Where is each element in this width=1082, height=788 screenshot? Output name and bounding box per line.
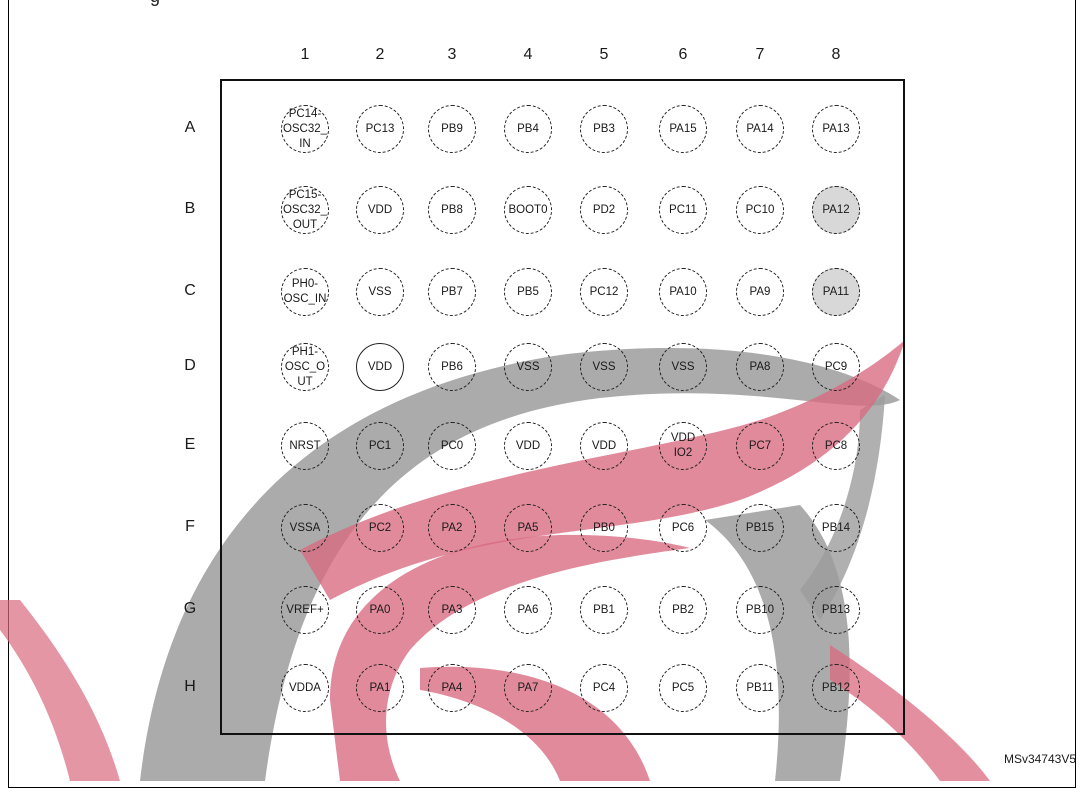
ball-c5: PC12: [580, 268, 628, 316]
ball-c6: PA10: [659, 268, 707, 316]
watermark-gray-tail: [800, 395, 885, 620]
ball-a2: PC13: [356, 105, 404, 153]
watermark-red-right: [830, 645, 990, 781]
ball-d2: VDD: [356, 343, 404, 391]
column-label-6: 6: [678, 46, 688, 63]
ball-h4: PA7: [504, 664, 552, 712]
column-label-1: 1: [300, 46, 310, 63]
ball-a4: PB4: [504, 105, 552, 153]
ball-d3: PB6: [428, 343, 476, 391]
reference-code: MSv34743V5: [1003, 752, 1076, 766]
ball-a1: PC14- OSC32_ IN: [281, 105, 329, 153]
ball-f6: PC6: [659, 504, 707, 552]
ball-g3: PA3: [428, 586, 476, 634]
ball-a3: PB9: [428, 105, 476, 153]
ball-e1: NRST: [281, 422, 329, 470]
watermark-red-left: [0, 600, 120, 781]
ball-g1: VREF+: [281, 586, 329, 634]
row-label-g: G: [183, 600, 197, 617]
row-label-a: A: [184, 119, 196, 136]
ball-e4: VDD: [504, 422, 552, 470]
row-label-h: H: [184, 678, 196, 695]
ball-a7: PA14: [736, 105, 784, 153]
ball-f8: PB14: [812, 504, 860, 552]
header-text-fragment: g: [150, 0, 160, 7]
ball-c8: PA11: [812, 268, 860, 316]
row-label-c: C: [184, 282, 196, 299]
ball-c7: PA9: [736, 268, 784, 316]
ball-h7: PB11: [736, 664, 784, 712]
watermark-red-lower: [420, 666, 650, 781]
ball-h5: PC4: [580, 664, 628, 712]
ball-e5: VDD: [580, 422, 628, 470]
ball-g2: PA0: [356, 586, 404, 634]
ball-b6: PC11: [659, 186, 707, 234]
ball-d1: PH1- OSC_O UT: [281, 343, 329, 391]
ball-c1: PH0- OSC_IN: [281, 268, 329, 316]
column-label-2: 2: [375, 46, 385, 63]
ball-h2: PA1: [356, 664, 404, 712]
ball-e7: PC7: [736, 422, 784, 470]
ball-b1: PC15- OSC32_ OUT: [281, 186, 329, 234]
ball-a5: PB3: [580, 105, 628, 153]
ball-f4: PA5: [504, 504, 552, 552]
watermark-red-arc: [330, 534, 690, 781]
ball-h1: VDDA: [281, 664, 329, 712]
ball-h3: PA4: [428, 664, 476, 712]
column-label-5: 5: [599, 46, 609, 63]
ball-e8: PC8: [812, 422, 860, 470]
ball-d5: VSS: [580, 343, 628, 391]
column-label-3: 3: [447, 46, 457, 63]
ball-b5: PD2: [580, 186, 628, 234]
ball-g6: PB2: [659, 586, 707, 634]
ball-b7: PC10: [736, 186, 784, 234]
ball-f5: PB0: [580, 504, 628, 552]
ball-h6: PC5: [659, 664, 707, 712]
column-label-4: 4: [523, 46, 533, 63]
ball-f2: PC2: [356, 504, 404, 552]
ball-g4: PA6: [504, 586, 552, 634]
watermark-gray-swoosh: [140, 347, 900, 781]
ball-a8: PA13: [812, 105, 860, 153]
ball-e6: VDD IO2: [659, 422, 707, 470]
ball-d8: PC9: [812, 343, 860, 391]
ball-b8: PA12: [812, 186, 860, 234]
row-label-e: E: [184, 436, 196, 453]
ball-b4: BOOT0: [504, 186, 552, 234]
ball-f1: VSSA: [281, 504, 329, 552]
ball-g5: PB1: [580, 586, 628, 634]
ball-f7: PB15: [736, 504, 784, 552]
ball-b3: PB8: [428, 186, 476, 234]
ball-e3: PC0: [428, 422, 476, 470]
ball-f3: PA2: [428, 504, 476, 552]
row-label-d: D: [184, 357, 196, 374]
package-outline: [220, 79, 905, 735]
ball-g7: PB10: [736, 586, 784, 634]
row-label-b: B: [184, 200, 196, 217]
ball-h8: PB12: [812, 664, 860, 712]
ball-b2: VDD: [356, 186, 404, 234]
ball-d4: VSS: [504, 343, 552, 391]
ball-e2: PC1: [356, 422, 404, 470]
ball-d6: VSS: [659, 343, 707, 391]
column-label-7: 7: [755, 46, 765, 63]
column-label-8: 8: [831, 46, 841, 63]
ball-a6: PA15: [659, 105, 707, 153]
ball-c3: PB7: [428, 268, 476, 316]
ball-c4: PB5: [504, 268, 552, 316]
row-label-f: F: [185, 518, 195, 535]
ball-g8: PB13: [812, 586, 860, 634]
ball-d7: PA8: [736, 343, 784, 391]
ball-c2: VSS: [356, 268, 404, 316]
